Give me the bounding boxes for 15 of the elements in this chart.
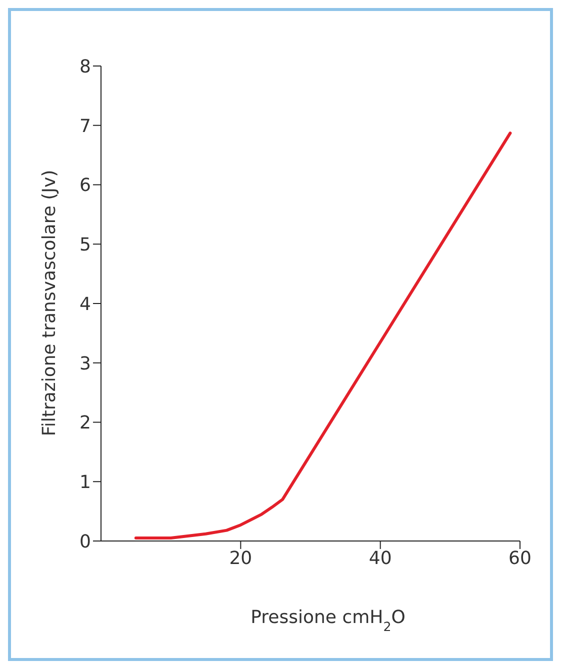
x-tick-label: 60 xyxy=(508,548,532,569)
y-tick-label: 8 xyxy=(80,56,91,78)
y-tick-label: 1 xyxy=(80,472,91,494)
y-tick-label: 0 xyxy=(80,531,91,552)
y-tick-label: 4 xyxy=(80,294,91,315)
y-tick-label: 5 xyxy=(80,234,91,256)
y-tick-label: 3 xyxy=(80,353,91,374)
x-tick-label: 20 xyxy=(229,548,252,569)
x-tick-label: 40 xyxy=(368,548,392,569)
y-axis-title: Filtrazione transvascolare (Jv) xyxy=(39,170,60,436)
y-tick-label: 2 xyxy=(80,412,91,434)
x-axis-title: Pressione cmH$_{2}$O xyxy=(250,607,406,634)
line-series xyxy=(134,132,512,540)
y-tick-label: 7 xyxy=(80,116,91,137)
y-tick-label: 6 xyxy=(80,175,91,196)
